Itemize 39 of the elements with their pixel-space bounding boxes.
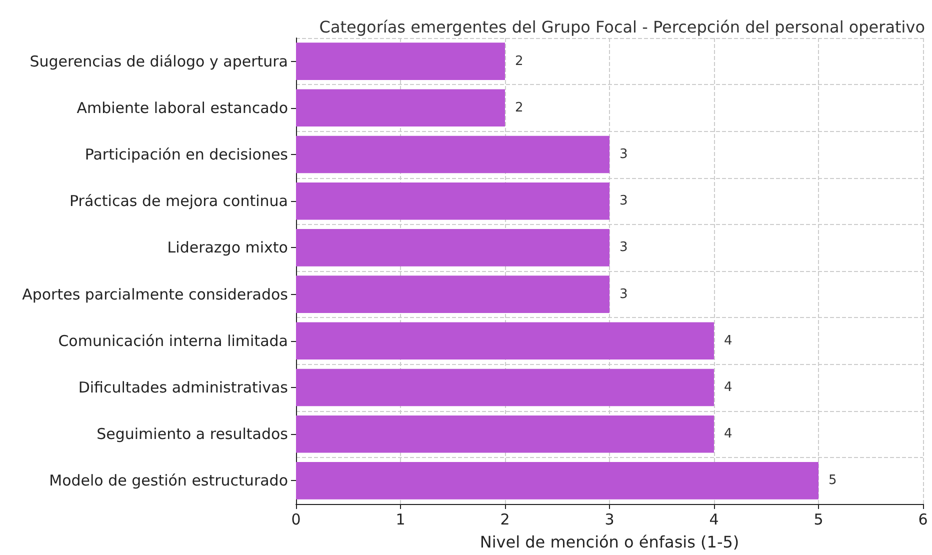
y-tick-label: Seguimiento a resultados xyxy=(96,425,288,444)
data-label: 4 xyxy=(724,380,732,395)
bar xyxy=(296,276,610,313)
y-tick-label: Ambiente laboral estancado xyxy=(76,98,288,117)
chart-title: Categorías emergentes del Grupo Focal - Percepción del personal operativo xyxy=(319,18,926,36)
bar xyxy=(296,368,714,406)
bar xyxy=(296,462,818,500)
bar xyxy=(296,415,714,453)
data-label: 2 xyxy=(515,100,524,116)
y-tick-label: Participación en decisiones xyxy=(84,146,288,164)
x-axis-title: Nivel de mención o énfasis (1-5) xyxy=(480,532,740,552)
x-tick-label: 0 xyxy=(291,510,301,528)
bar xyxy=(296,182,610,220)
data-label: 4 xyxy=(724,333,732,348)
data-label: 3 xyxy=(620,194,628,209)
y-tick-label: Liderazgo mixto xyxy=(167,238,288,257)
bar xyxy=(296,89,505,127)
bar xyxy=(296,322,714,360)
y-tick-label: Sugerencias de diálogo y apertura xyxy=(30,52,288,70)
y-tick-label: Comunicación interna limitada xyxy=(58,332,288,350)
data-label: 5 xyxy=(828,473,837,488)
data-label: 3 xyxy=(620,240,628,256)
data-label: 3 xyxy=(620,286,628,302)
y-tick-label: Dificultades administrativas xyxy=(78,378,288,396)
x-tick-label: 1 xyxy=(396,510,406,528)
bar xyxy=(296,136,610,174)
data-label: 3 xyxy=(620,147,628,162)
data-label: 2 xyxy=(515,54,524,69)
x-tick-label: 4 xyxy=(709,510,719,528)
data-label: 4 xyxy=(724,426,732,442)
x-tick-label: 5 xyxy=(814,510,824,528)
bar xyxy=(296,229,610,266)
y-tick-label: Aportes parcialmente considerados xyxy=(22,285,288,304)
x-tick-label: 2 xyxy=(500,510,510,528)
y-tick-label: Modelo de gestión estructurado xyxy=(49,472,288,490)
bar xyxy=(296,42,505,80)
x-tick-label: 3 xyxy=(604,510,614,528)
y-tick-label: Prácticas de mejora continua xyxy=(70,192,288,210)
x-tick-label: 6 xyxy=(918,510,928,528)
